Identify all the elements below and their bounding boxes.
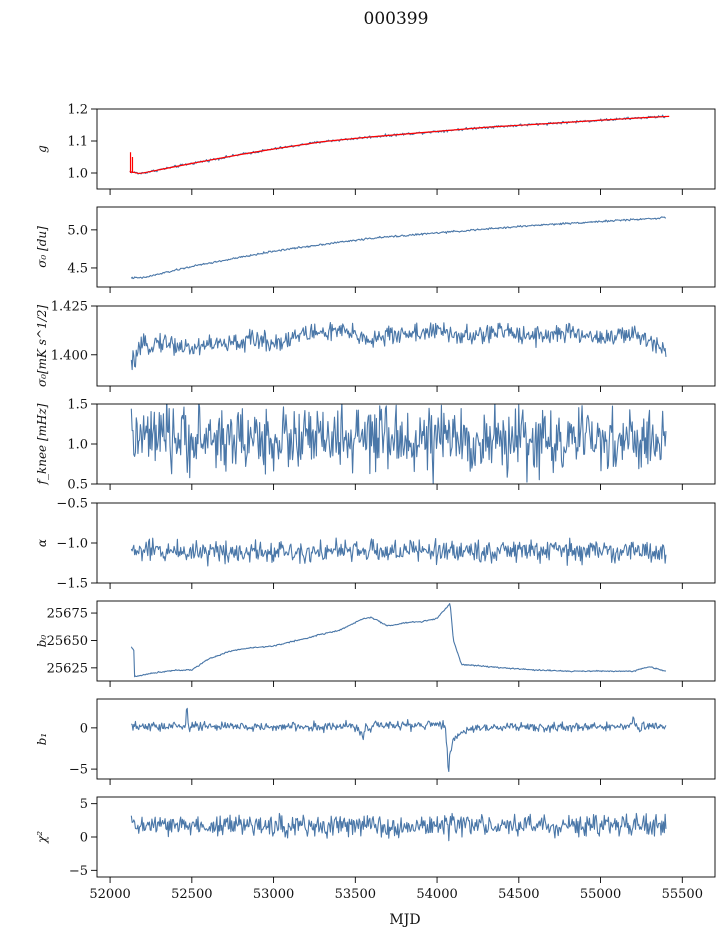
panel-frame bbox=[96, 206, 716, 288]
y-tick-label: 1.1 bbox=[67, 135, 88, 150]
y-tick-label: 5.0 bbox=[67, 223, 88, 238]
series-line bbox=[130, 603, 667, 678]
series-line bbox=[130, 537, 667, 567]
y-tick-label: −0.5 bbox=[56, 497, 88, 512]
series-line bbox=[129, 114, 667, 175]
x-tick-label: 53000 bbox=[253, 887, 294, 902]
panel-frame bbox=[96, 600, 716, 682]
figure-title: 000399 bbox=[364, 9, 429, 29]
panel-frame bbox=[96, 108, 716, 190]
series-line bbox=[130, 707, 667, 773]
y-tick-label: 1.400 bbox=[51, 348, 88, 363]
y-tick-label: 0.5 bbox=[67, 478, 88, 493]
y-tick-label: 25675 bbox=[47, 607, 88, 622]
y-tick-label: 1.5 bbox=[67, 398, 88, 413]
y-tick-label: −5 bbox=[69, 864, 88, 879]
panel-1: 1.0 1.1 1.2 g bbox=[35, 103, 716, 195]
y-axis-label: α bbox=[35, 539, 49, 547]
y-tick-label: 1.425 bbox=[51, 300, 88, 315]
y-axis-label: σ₀[mK s^1/2] bbox=[35, 305, 49, 387]
y-tick-label: 25650 bbox=[47, 634, 88, 649]
panel-2: 4.5 5.0 σ₀ [du] bbox=[35, 206, 716, 293]
x-tick-label: 54500 bbox=[498, 887, 539, 902]
panel-7: −5 0 b₁ bbox=[35, 698, 716, 785]
y-tick-label: 0 bbox=[80, 831, 88, 846]
series-line bbox=[130, 812, 667, 842]
panel-frame bbox=[96, 698, 716, 780]
y-tick-label: 5 bbox=[80, 797, 88, 812]
y-tick-label: −5 bbox=[69, 763, 88, 778]
y-axis-label: b₀ bbox=[35, 635, 49, 648]
y-tick-label: 4.5 bbox=[67, 261, 88, 276]
series-line bbox=[130, 321, 667, 371]
x-tick-label: 54000 bbox=[416, 887, 457, 902]
x-tick-label: 53500 bbox=[335, 887, 376, 902]
y-axis-label: b₁ bbox=[35, 733, 49, 746]
y-tick-label: 1.0 bbox=[67, 438, 88, 453]
x-tick-label: 52000 bbox=[89, 887, 130, 902]
y-axis-label: f_knee [mHz] bbox=[35, 403, 49, 485]
y-tick-label: 1.2 bbox=[67, 103, 88, 118]
fit-line bbox=[129, 115, 670, 175]
x-tick-label: 55500 bbox=[662, 887, 703, 902]
x-tick-label: 55000 bbox=[580, 887, 621, 902]
panel-8: −5 0 5 52000 52500 53000 53500 54000 54500 55000 5… bbox=[35, 796, 716, 902]
panel-6: 25625 25650 25675 b₀ bbox=[35, 600, 716, 687]
y-tick-label: −1.0 bbox=[56, 537, 88, 552]
y-axis-label: g bbox=[35, 145, 49, 153]
panel-5: −1.5 −1.0 −0.5 α bbox=[35, 497, 716, 592]
x-tick-label: 52500 bbox=[171, 887, 212, 902]
x-axis-label: MJD bbox=[389, 912, 420, 928]
panel-frame bbox=[96, 502, 716, 584]
y-tick-label: 1.0 bbox=[67, 167, 88, 182]
y-tick-label: 0 bbox=[80, 721, 88, 736]
series-line bbox=[130, 404, 667, 484]
series-line bbox=[130, 216, 666, 280]
panel-4: 0.5 1.0 1.5 f_knee [mHz] bbox=[35, 398, 716, 493]
panel-frame bbox=[96, 305, 716, 387]
y-tick-label: −1.5 bbox=[56, 577, 88, 592]
panel-frame bbox=[96, 796, 716, 878]
y-axis-label: σ₀ [du] bbox=[35, 226, 49, 268]
y-tick-label: 25625 bbox=[47, 661, 88, 676]
y-axis-label: χ² bbox=[35, 831, 49, 844]
